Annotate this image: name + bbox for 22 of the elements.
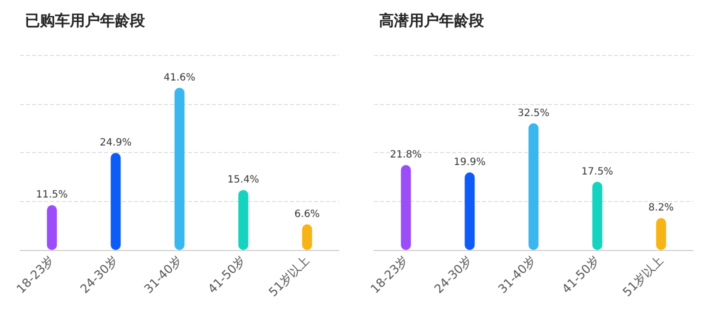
bar (400, 164, 411, 250)
bar (238, 190, 248, 250)
bar (110, 152, 121, 250)
data-label: 41.6% (164, 72, 196, 84)
data-label: 32.5% (518, 108, 550, 119)
data-label: 17.5% (581, 166, 614, 178)
data-label: 8.2% (648, 202, 674, 214)
data-label: 6.6% (294, 208, 320, 220)
bar (46, 205, 57, 250)
bar (528, 123, 538, 250)
data-label: 19.9% (454, 156, 486, 168)
data-label: 24.9% (100, 137, 132, 148)
data-label: 21.8% (390, 149, 422, 160)
bar (174, 88, 184, 250)
chart-title: 已购车用户年龄段 (25, 12, 146, 30)
data-label: 11.5% (36, 190, 68, 201)
bar (464, 172, 475, 250)
data-label: 15.4% (227, 174, 260, 186)
bar (592, 182, 602, 250)
chart-title: 高潜用户年龄段 (379, 12, 485, 30)
x-tick-label: 51岁以上 (620, 253, 666, 300)
x-tick-label: 51岁以上 (266, 253, 312, 300)
